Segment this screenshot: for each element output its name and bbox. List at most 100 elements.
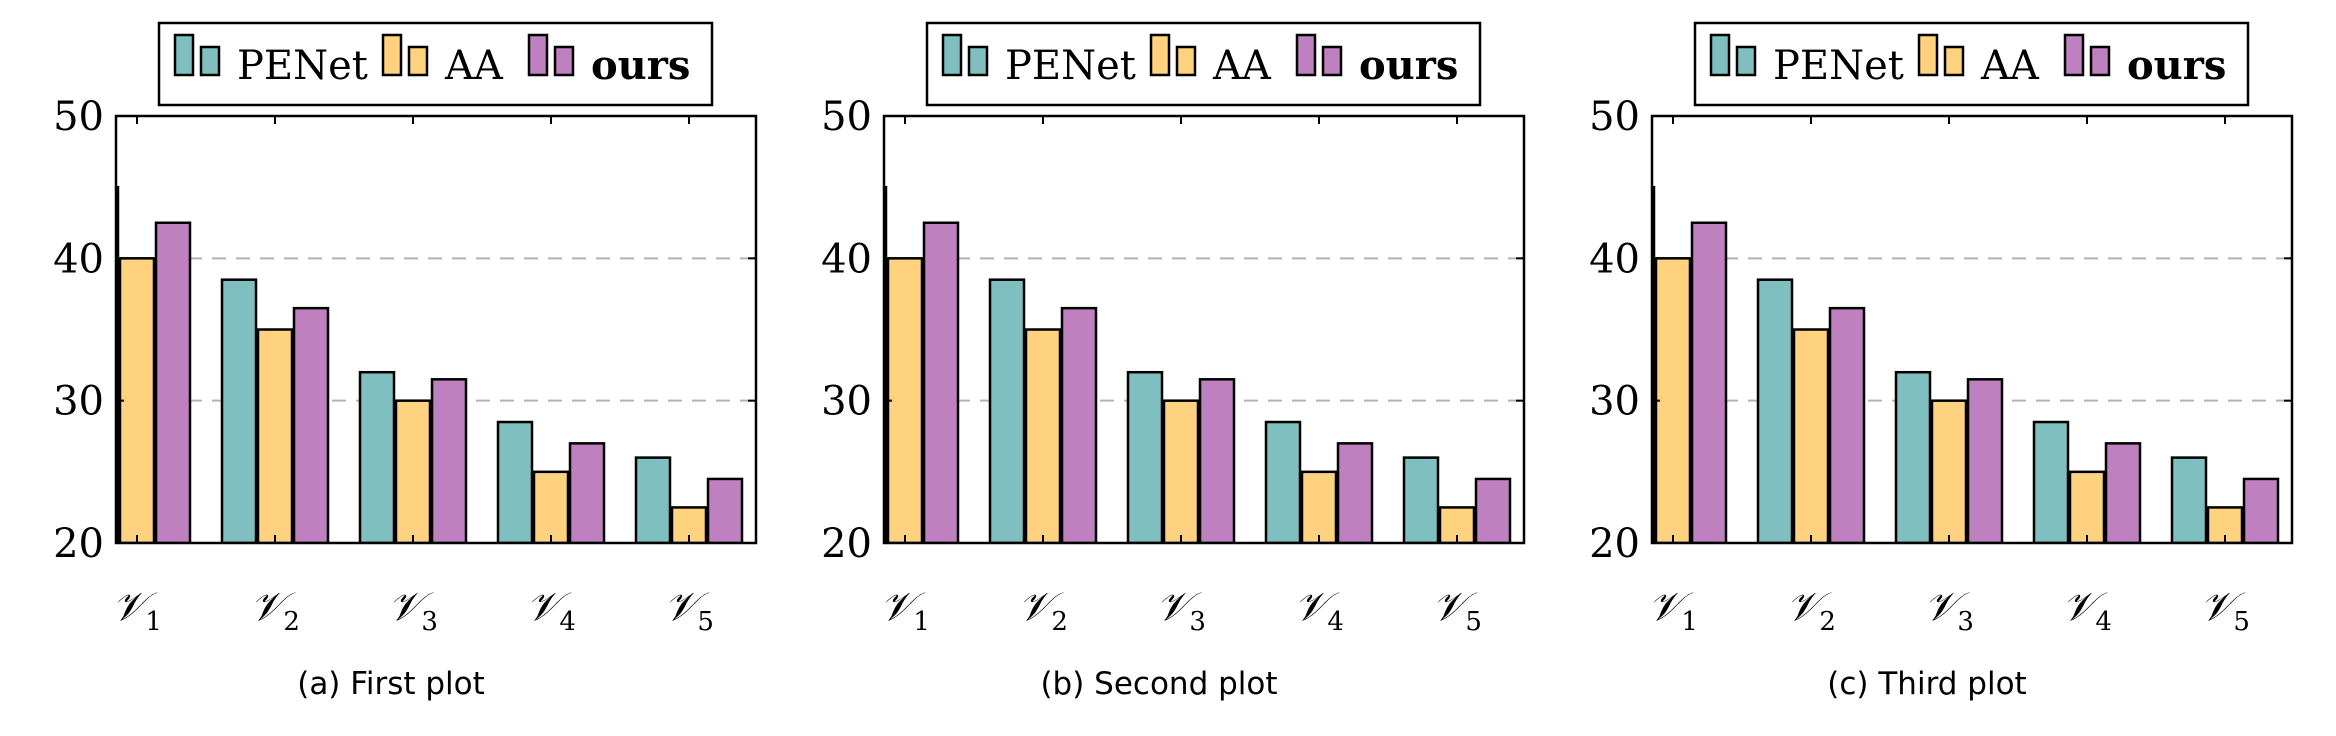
- bar-aa-v3: [1930, 399, 1968, 543]
- bar-penet-v2: [988, 278, 1026, 543]
- bar-ours-v3: [1966, 378, 2004, 543]
- y-tick-label-30: 30: [53, 379, 104, 425]
- legend-swatch-ours: [553, 45, 575, 77]
- bar-penet-v5: [2170, 456, 2208, 543]
- bar-penet-v4: [1264, 420, 1302, 543]
- legend-label-aa: AA: [444, 43, 504, 89]
- x-tick-label-v2: 𝒱2: [250, 584, 300, 637]
- x-tick-label-v1: 𝒱1: [112, 584, 162, 637]
- legend-swatch-aa: [1149, 33, 1171, 77]
- legend-swatch-penet: [967, 45, 989, 77]
- legend-label-ours: ours: [1359, 42, 1458, 89]
- chart-panel-2: 20 30 40 50 𝒱1 𝒱2 𝒱3 𝒱4 𝒱5 PENet AA ours (b) Second …: [821, 21, 1526, 702]
- y-tick-label-30: 30: [821, 379, 872, 425]
- legend-swatch-ours: [1321, 45, 1343, 77]
- y-tick-label-40: 40: [821, 236, 872, 282]
- legend-box: [157, 21, 714, 107]
- y-tick-label-20: 20: [821, 521, 872, 567]
- legend-swatch-penet: [1735, 45, 1757, 77]
- bar-penet-v3: [358, 370, 396, 543]
- bars: [1652, 185, 2280, 543]
- bar-aa-v4: [2068, 470, 2106, 543]
- bar-aa-v4: [1300, 470, 1338, 543]
- bar-ours-v5: [1474, 477, 1512, 543]
- y-tick-label-30: 30: [1589, 379, 1640, 425]
- legend-label-penet: PENet: [1773, 43, 1904, 89]
- caption: (c) Third plot: [1827, 666, 2026, 702]
- bar-aa-v1: [118, 257, 156, 543]
- x-tick-label-v4: 𝒱4: [2062, 584, 2112, 637]
- bar-penet-v3: [1126, 370, 1164, 543]
- x-tick-label-v2: 𝒱2: [1018, 584, 1068, 637]
- bar-aa-v1: [1654, 257, 1692, 543]
- legend-swatch-ours: [2089, 45, 2111, 77]
- legend-label-ours: ours: [2127, 42, 2226, 89]
- bar-ours-v5: [706, 477, 744, 543]
- legend-label-penet: PENet: [1005, 43, 1136, 89]
- legend-label-penet: PENet: [237, 43, 368, 89]
- bar-ours-v2: [292, 306, 330, 543]
- plot-frame: [1650, 114, 2294, 545]
- legend-swatch-ours: [2063, 33, 2085, 77]
- x-tick-label-v1: 𝒱1: [880, 584, 930, 637]
- plot-frame: [882, 114, 1526, 545]
- bar-ours-v4: [568, 442, 606, 543]
- legend-label-aa: AA: [1212, 43, 1272, 89]
- y-tick-label-50: 50: [821, 94, 872, 140]
- legend-swatch-aa: [381, 33, 403, 77]
- bar-ours-v5: [2242, 477, 2280, 543]
- legend-swatch-aa: [1175, 45, 1197, 77]
- legend-label-ours: ours: [591, 42, 690, 89]
- x-tick-label-v3: 𝒱3: [1156, 584, 1206, 637]
- x-tick-label-v5: 𝒱5: [1432, 584, 1482, 637]
- bar-ours-v4: [2104, 442, 2142, 543]
- chart-panel-3: 20 30 40 50 𝒱1 𝒱2 𝒱3 𝒱4 𝒱5 PENet AA ours (c) Third p…: [1589, 21, 2294, 702]
- bar-aa-v1: [886, 257, 924, 543]
- bar-ours-v2: [1060, 306, 1098, 543]
- x-tick-label-v2: 𝒱2: [1786, 584, 1836, 637]
- bar-penet-v3: [1894, 370, 1932, 543]
- y-tick-label-20: 20: [53, 521, 104, 567]
- bar-penet-v4: [496, 420, 534, 543]
- bar-aa-v3: [1162, 399, 1200, 543]
- bar-penet-v5: [1402, 456, 1440, 543]
- bar-penet-v2: [1756, 278, 1794, 543]
- caption: (a) First plot: [297, 666, 485, 702]
- legend-swatch-ours: [527, 33, 549, 77]
- bars: [116, 185, 744, 543]
- bar-ours-v2: [1828, 306, 1866, 543]
- chart-panel-1: 20 30 40 50 𝒱1 𝒱2 𝒱3 𝒱4 𝒱5 PENet AA ours (a) First p…: [53, 21, 758, 702]
- legend: PENet AA ours: [925, 21, 1482, 107]
- legend-swatch-penet: [199, 45, 221, 77]
- bar-ours-v3: [430, 378, 468, 543]
- legend: PENet AA ours: [1693, 21, 2250, 107]
- legend-swatch-aa: [1917, 33, 1939, 77]
- x-tick-label-v5: 𝒱5: [664, 584, 714, 637]
- plot-frame: [114, 114, 758, 545]
- bar-aa-v2: [256, 328, 294, 543]
- y-tick-label-50: 50: [1589, 94, 1640, 140]
- bar-aa-v2: [1792, 328, 1830, 543]
- bar-aa-v5: [1438, 506, 1476, 543]
- bar-aa-v2: [1024, 328, 1062, 543]
- y-tick-label-50: 50: [53, 94, 104, 140]
- x-tick-label-v4: 𝒱4: [526, 584, 576, 637]
- bar-ours-v1: [154, 221, 192, 543]
- legend-swatch-aa: [407, 45, 429, 77]
- bar-penet-v4: [2032, 420, 2070, 543]
- x-tick-label-v1: 𝒱1: [1648, 584, 1698, 637]
- bar-aa-v4: [532, 470, 570, 543]
- legend-box: [925, 21, 1482, 107]
- x-tick-label-v3: 𝒱3: [1924, 584, 1974, 637]
- x-tick-label-v3: 𝒱3: [388, 584, 438, 637]
- bar-ours-v4: [1336, 442, 1374, 543]
- bar-penet-v5: [634, 456, 672, 543]
- bar-penet-v2: [220, 278, 258, 543]
- y-tick-label-40: 40: [1589, 236, 1640, 282]
- bar-ours-v1: [1690, 221, 1728, 543]
- x-tick-label-v4: 𝒱4: [1294, 584, 1344, 637]
- y-tick-label-20: 20: [1589, 521, 1640, 567]
- bar-ours-v1: [922, 221, 960, 543]
- y-tick-label-40: 40: [53, 236, 104, 282]
